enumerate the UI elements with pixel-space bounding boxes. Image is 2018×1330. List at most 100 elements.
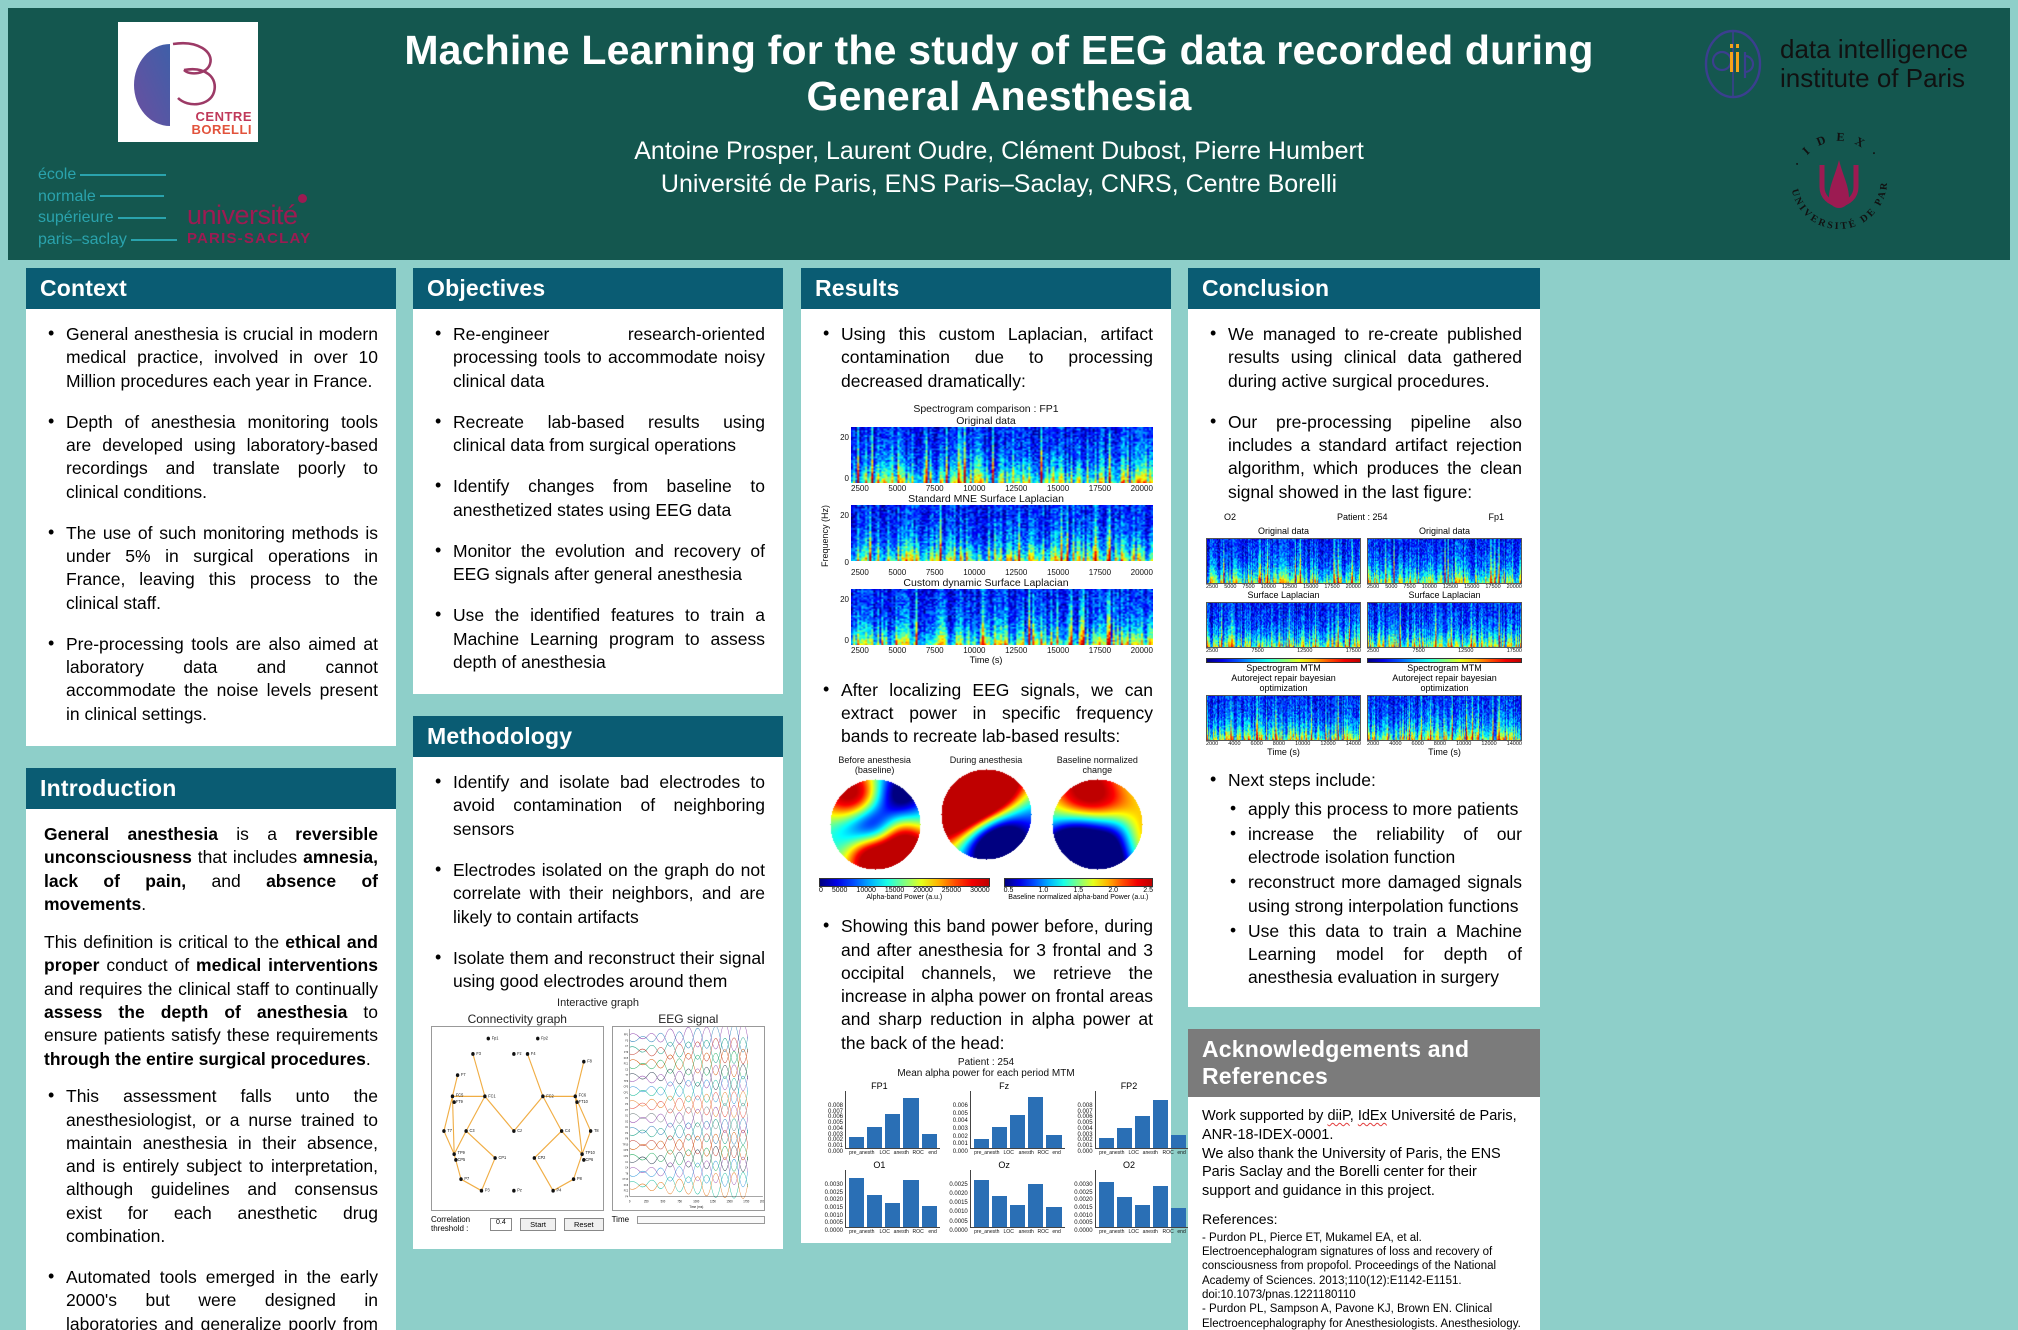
list-item: Showing this band power before, during a… bbox=[819, 914, 1153, 1055]
barchart-ytick: 0.006 bbox=[827, 1114, 843, 1121]
barchart-ytick: 0.003 bbox=[1077, 1131, 1093, 1138]
barchart-xtick: end bbox=[1052, 1229, 1062, 1235]
list-item: Identify and isolate bad electrodes to a… bbox=[431, 770, 765, 841]
svg-text:P3: P3 bbox=[485, 1188, 490, 1193]
svg-text:F4: F4 bbox=[531, 1051, 536, 1056]
reset-button[interactable]: Reset bbox=[563, 1217, 604, 1231]
methodology-body: Identify and isolate bad electrodes to a… bbox=[413, 757, 783, 1249]
xtick: 17500 bbox=[1506, 647, 1522, 654]
eeg-channel-label: T8 bbox=[625, 1171, 628, 1175]
eeg-channel-label: P4 bbox=[625, 1131, 628, 1135]
eeg-channel-label: Pz bbox=[625, 1096, 628, 1100]
barchart-bar bbox=[921, 1133, 937, 1148]
eeg-channel-label: O1 bbox=[625, 1114, 629, 1118]
barchart-panel-title: O1 bbox=[873, 1159, 886, 1170]
barchart-ytick: 0.0020 bbox=[1074, 1197, 1093, 1204]
ens-line2: normale bbox=[38, 187, 96, 205]
xtick: 2500 bbox=[1206, 583, 1219, 590]
conclusion-xlabel-right: Time (s) bbox=[1428, 746, 1461, 757]
conclusion-colorbar-left bbox=[1206, 657, 1361, 663]
barchart-panel: O2 0.0030 0.0025 0.0020 0.0015 0.0010 0.0005 0.… bbox=[1069, 1160, 1190, 1235]
barchart-xtick: end bbox=[1177, 1229, 1186, 1235]
list-item: Recreate lab-based results using clinica… bbox=[431, 410, 765, 458]
context-body: General anesthesia is crucial in modern … bbox=[26, 309, 396, 746]
cbar-tick: 1.5 bbox=[1073, 887, 1084, 895]
conclusion-body: We managed to re-create published result… bbox=[1188, 309, 1540, 1007]
spectrogram-image-2 bbox=[851, 504, 1153, 561]
barchart-xticks: pre_anesth LOC anesth ROC end bbox=[1095, 1228, 1190, 1235]
eeg-signal-title: EEG signal bbox=[658, 1012, 719, 1027]
barchart-plot-area bbox=[1094, 1090, 1190, 1149]
eeg-channel-label: P7 bbox=[625, 1108, 628, 1112]
eeg-xtick: 500 bbox=[660, 1199, 665, 1203]
methodology-heading: Methodology bbox=[413, 716, 783, 758]
connectivity-graph-plot[interactable]: Fp1 Fp2 F3 Fz F4 F7 F8 FC5 FT9 FC1 FC2 FC6 FT10… bbox=[431, 1026, 604, 1212]
conclusion-row-3-title-left: Autoreject repair bayesian optimization bbox=[1231, 672, 1336, 693]
eeg-xtick: 2000 bbox=[759, 1199, 764, 1203]
ens-ups-logo-row: école normale supérieure paris–saclay un… bbox=[8, 164, 368, 250]
xtick: 2500 bbox=[1206, 647, 1219, 654]
diip-line2: institute of Paris bbox=[1780, 63, 1965, 93]
list-item: The use of such monitoring methods is un… bbox=[44, 521, 378, 615]
threshold-input[interactable]: 0.4 bbox=[489, 1217, 513, 1231]
body-text: . bbox=[365, 1048, 371, 1069]
barchart-ytick: 0.0030 bbox=[824, 1181, 843, 1188]
start-button[interactable]: Start bbox=[520, 1217, 556, 1231]
barchart-ytick: 0.0000 bbox=[824, 1227, 843, 1234]
xtick: 5000 bbox=[1385, 583, 1398, 590]
section-acknowledgements: Acknowledgements and References Work sup… bbox=[1188, 1028, 1540, 1330]
cbar-tick: 1.0 bbox=[1038, 887, 1049, 895]
spectrogram-panel-2: Frequency (Hz) 20 0 bbox=[819, 504, 1153, 567]
xtick: 17500 bbox=[1485, 583, 1501, 590]
diip-line1: data intelligence bbox=[1780, 33, 1968, 64]
borelli-mark-icon bbox=[134, 41, 217, 126]
list-item: Re-engineer research-oriented processing… bbox=[431, 322, 765, 393]
eeg-channel-label: C4 bbox=[625, 1166, 628, 1170]
list-item: Using this custom Laplacian, artifact co… bbox=[819, 322, 1153, 393]
xtick: 2500 bbox=[851, 645, 869, 655]
conclusion-xticks-3-right: 2000 4000 6000 8000 10000 12000 14000 bbox=[1367, 741, 1522, 747]
time-slider-row[interactable]: Time bbox=[612, 1215, 765, 1224]
eeg-signal-plot[interactable]: FP1 F3 F7 FT9 FC5 FC1 C3 T7 TP9 CP5 CP1 Pz P3 P7 O1 O2 O… bbox=[611, 1026, 765, 1212]
introduction-paragraph-1: General anesthesia is a reversible uncon… bbox=[44, 823, 378, 917]
ytick: 20 bbox=[840, 594, 849, 604]
eeg-channel-label: P3 bbox=[625, 1102, 628, 1106]
spectrogram-panel-2-title: Standard MNE Surface Laplacian bbox=[908, 492, 1064, 505]
barchart-xtick: ROC bbox=[1162, 1150, 1174, 1156]
conclusion-image-2-right bbox=[1367, 601, 1522, 648]
list-item: This assessment falls unto the anesthesi… bbox=[44, 1084, 378, 1248]
barchart-bar bbox=[867, 1126, 883, 1148]
barchart-xtick: pre_anesth bbox=[973, 1150, 1000, 1156]
barchart-xtick: anesth bbox=[893, 1229, 909, 1235]
barchart-xtick: end bbox=[927, 1150, 937, 1156]
xtick: 10000 bbox=[1421, 583, 1437, 590]
svg-text:P8: P8 bbox=[577, 1176, 582, 1181]
colorbar-1-label: Alpha-band Power (a.u.) bbox=[866, 894, 943, 902]
introduction-paragraph-2: This definition is critical to the ethic… bbox=[44, 931, 378, 1072]
barchart-bar bbox=[991, 1195, 1008, 1227]
objectives-bullet-list: Re-engineer research-oriented processing… bbox=[431, 322, 765, 674]
barchart-bar bbox=[1028, 1096, 1044, 1148]
eeg-channel-label: F3 bbox=[625, 1038, 628, 1042]
barchart-panel-title: FP1 bbox=[871, 1080, 888, 1091]
diip-mention: diiP bbox=[1327, 1107, 1350, 1124]
barchart-ytick: 0.0015 bbox=[824, 1204, 843, 1211]
barchart-plot-area bbox=[845, 1090, 940, 1149]
time-slider[interactable] bbox=[637, 1215, 765, 1224]
header-right-logos: data intelligence institute of Paris · I… bbox=[1630, 8, 2010, 260]
header-left-logos: CENTRE BORELLI école normale supérieure … bbox=[8, 8, 368, 260]
conclusion-xticks-1-right: 2500 5000 7500 10000 12500 15000 17500 2… bbox=[1367, 584, 1522, 590]
svg-text:F7: F7 bbox=[461, 1072, 466, 1077]
ens-paris-saclay-logo: école normale supérieure paris–saclay bbox=[38, 164, 177, 250]
barchart-bar bbox=[1116, 1127, 1132, 1148]
xtick: 17500 bbox=[1088, 567, 1112, 577]
conclusion-xticks-3-left: 2000 4000 6000 8000 10000 12000 14000 bbox=[1206, 741, 1361, 747]
barchart-patient: Patient : 254 bbox=[957, 1056, 1015, 1068]
xtick: 15000 bbox=[1464, 583, 1480, 590]
context-heading: Context bbox=[26, 268, 396, 309]
spectrogram-image-3 bbox=[851, 588, 1153, 645]
conclusion-patient: Patient : 254 bbox=[1336, 511, 1388, 522]
barchart-panel: FP2 0.008 0.007 0.006 0.005 0.004 0.003 0.002 0.… bbox=[1069, 1081, 1190, 1156]
svg-text:T7: T7 bbox=[447, 1128, 452, 1133]
